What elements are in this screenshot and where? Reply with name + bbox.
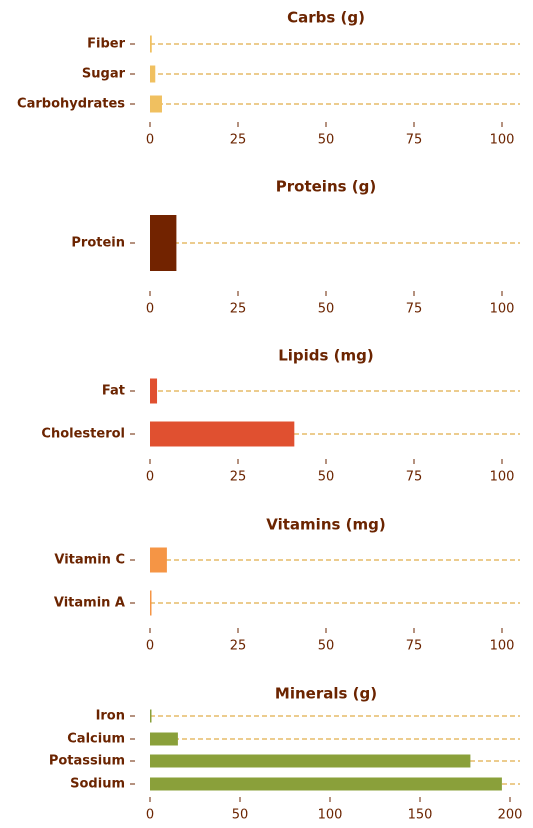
bar-cholesterol xyxy=(150,421,295,447)
x-tick-label: 25 xyxy=(230,133,247,148)
y-tick-label: Iron xyxy=(96,709,125,724)
bar-iron xyxy=(150,709,152,723)
x-tick-label: 0 xyxy=(146,302,154,317)
y-tick-label: Carbohydrates xyxy=(17,97,125,112)
x-tick-label: 25 xyxy=(230,639,247,654)
bar-carbohydrates xyxy=(150,95,162,113)
x-tick-label: 0 xyxy=(146,639,154,654)
bar-fat xyxy=(150,378,158,404)
x-tick-label: 100 xyxy=(490,133,515,148)
chart-panel-minerals-g: Minerals (g) Iron Calcium Potassium Sodium 0 5… xyxy=(49,685,523,823)
y-tick-label: Vitamin A xyxy=(54,596,125,611)
x-tick-label: 200 xyxy=(498,808,523,823)
x-tick-label: 50 xyxy=(318,302,335,317)
x-tick-label: 25 xyxy=(230,470,247,485)
chart-title: Minerals (g) xyxy=(275,685,377,703)
chart-title: Lipids (mg) xyxy=(278,347,374,365)
bar-sodium xyxy=(150,777,502,791)
chart-panel-lipids-mg: Lipids (mg) Fat Cholesterol 0 25 50 75 100 xyxy=(41,347,520,485)
chart-title: Proteins (g) xyxy=(276,178,376,196)
y-tick-label: Vitamin C xyxy=(54,553,125,568)
x-tick-label: 0 xyxy=(146,808,154,823)
x-tick-label: 75 xyxy=(406,302,423,317)
x-tick-label: 100 xyxy=(490,470,515,485)
y-tick-label: Protein xyxy=(71,236,125,251)
x-tick-label: 75 xyxy=(406,133,423,148)
bar-calcium xyxy=(150,732,178,746)
x-tick-label: 150 xyxy=(408,808,433,823)
x-tick-label: 50 xyxy=(318,639,335,654)
y-tick-label: Sugar xyxy=(82,67,126,82)
y-tick-label: Cholesterol xyxy=(41,427,125,442)
chart-title: Carbs (g) xyxy=(287,9,365,27)
bar-sugar xyxy=(150,65,156,83)
chart-panel-vitamins-mg: Vitamins (mg) Vitamin C Vitamin A 0 25 50 75 10… xyxy=(54,516,520,654)
bar-vitamin-a xyxy=(150,590,152,616)
y-tick-label: Potassium xyxy=(49,754,125,769)
x-tick-label: 0 xyxy=(146,133,154,148)
x-tick-label: 75 xyxy=(406,639,423,654)
x-tick-label: 25 xyxy=(230,302,247,317)
x-tick-label: 50 xyxy=(232,808,249,823)
bar-vitamin-c xyxy=(150,547,167,573)
x-tick-label: 75 xyxy=(406,470,423,485)
x-tick-label: 100 xyxy=(318,808,343,823)
y-tick-label: Fiber xyxy=(87,37,125,52)
bar-protein xyxy=(150,215,177,271)
bar-potassium xyxy=(150,754,471,768)
y-tick-label: Calcium xyxy=(67,732,125,747)
bar-fiber xyxy=(150,35,152,53)
x-tick-label: 0 xyxy=(146,470,154,485)
x-tick-label: 100 xyxy=(490,302,515,317)
x-tick-label: 50 xyxy=(318,133,335,148)
y-tick-label: Fat xyxy=(102,384,125,399)
chart-title: Vitamins (mg) xyxy=(266,516,385,534)
y-tick-label: Sodium xyxy=(70,777,125,792)
chart-panel-carbs-g: Carbs (g) Fiber Sugar Carbohydrates 0 25 50 75 1… xyxy=(17,9,520,148)
x-tick-label: 100 xyxy=(490,639,515,654)
x-tick-label: 50 xyxy=(318,470,335,485)
chart-panel-proteins-g: Proteins (g) Protein 0 25 50 75 100 xyxy=(71,178,520,317)
